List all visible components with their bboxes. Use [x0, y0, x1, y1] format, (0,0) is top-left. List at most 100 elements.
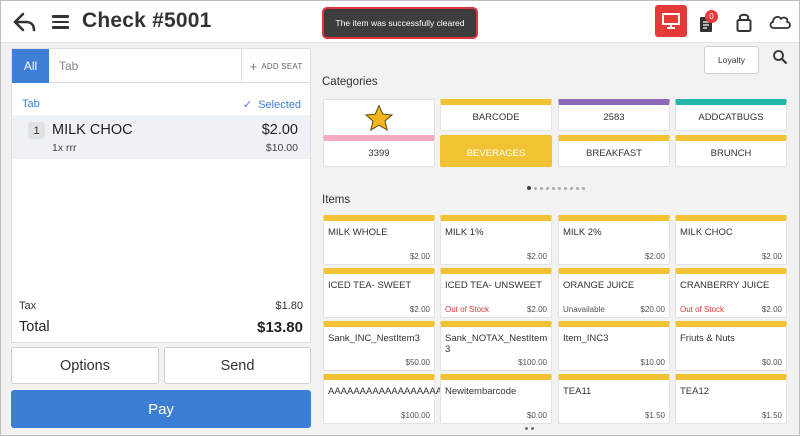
items-page-indicator: [525, 427, 534, 430]
pay-button[interactable]: Pay: [11, 390, 311, 428]
tab-tab[interactable]: Tab: [59, 59, 79, 73]
ticket-card: All Tab + ADD SEAT Tab ✓ Selected 1 MILK…: [11, 48, 311, 343]
item-tile-price: $2.00: [644, 252, 665, 261]
page-dot[interactable]: [546, 186, 549, 190]
add-seat-button[interactable]: + ADD SEAT: [241, 49, 310, 83]
category-tile[interactable]: ADDCATBUGS: [675, 99, 787, 131]
category-tile[interactable]: BREAKFAST: [558, 135, 670, 167]
page-dot[interactable]: [552, 186, 555, 190]
search-icon[interactable]: [772, 49, 788, 65]
item-tile[interactable]: Sank_INC_NestItem3 $50.00: [323, 321, 435, 371]
item-tile[interactable]: MILK 2% $2.00: [558, 215, 670, 265]
item-tile-name: Friuts & Nuts: [680, 333, 735, 344]
item-tile[interactable]: MILK CHOC $2.00: [675, 215, 787, 265]
category-tile[interactable]: BEVERAGES: [440, 135, 552, 167]
item-tile-name: Item_INC3: [563, 333, 609, 344]
total-value: $13.80: [257, 319, 303, 336]
item-tile[interactable]: Sank_NOTAX_NestItem 3 $100.00: [440, 321, 552, 371]
item-tile-status: Out of Stock: [445, 305, 490, 314]
item-tile[interactable]: CRANBERRY JUICE Out of Stock $2.00: [675, 268, 787, 318]
item-modifier-price: $10.00: [265, 142, 298, 154]
item-tile-price: $10.00: [640, 358, 665, 367]
monitor-icon: [662, 13, 680, 29]
item-tile-name: CRANBERRY JUICE: [680, 280, 770, 291]
item-tile-price: $0.00: [761, 358, 782, 367]
page-dot[interactable]: [534, 186, 537, 190]
item-tile-name: ICED TEA- UNSWEET: [445, 280, 542, 291]
ticket-section-label: Tab: [22, 98, 40, 110]
item-tile-price: $100.00: [401, 411, 430, 420]
category-tile[interactable]: 3399: [323, 135, 435, 167]
hamburger-menu-icon[interactable]: [52, 12, 70, 32]
item-tile-price: $2.00: [761, 252, 782, 261]
item-tile-name: TEA11: [563, 386, 592, 397]
ticket-item-row[interactable]: 1 MILK CHOC $2.00 1x rrr $10.00: [12, 115, 310, 159]
category-label: BEVERAGES: [466, 148, 526, 159]
selected-toggle[interactable]: ✓ Selected: [243, 98, 301, 111]
item-tile-name: AAAAAAAAAAAAAAAAAAAA: [328, 386, 455, 397]
back-arrow-icon[interactable]: [13, 11, 37, 33]
page-dot[interactable]: [527, 186, 531, 190]
display-monitor-button[interactable]: [655, 5, 687, 37]
category-tile[interactable]: 2583: [558, 99, 670, 131]
item-tile[interactable]: MILK 1% $2.00: [440, 215, 552, 265]
item-modifier: 1x rrr: [52, 142, 77, 154]
item-tile[interactable]: ORANGE JUICE Unavailable $20.00: [558, 268, 670, 318]
ticket-panel: All Tab + ADD SEAT Tab ✓ Selected 1 MILK…: [1, 43, 321, 435]
header-bar: Check #5001 The item was successfully cl…: [1, 1, 799, 43]
item-tile-price: $2.00: [761, 305, 782, 314]
category-tile[interactable]: BRUNCH: [675, 135, 787, 167]
category-label: 2583: [603, 112, 625, 123]
item-tile[interactable]: TEA11 $1.50: [558, 374, 670, 424]
item-tile-name: ORANGE JUICE: [563, 280, 635, 291]
loyalty-button[interactable]: Loyalty: [704, 46, 759, 74]
item-tile-price: $1.50: [644, 411, 665, 420]
page-dot[interactable]: [525, 427, 528, 430]
item-tile-name: Sank_NOTAX_NestItem 3: [445, 333, 548, 355]
item-tile-price: $0.00: [526, 411, 547, 420]
page-dot[interactable]: [570, 186, 573, 190]
orders-count-badge: 0: [705, 10, 718, 23]
options-button[interactable]: Options: [11, 347, 159, 384]
ticket-totals: Tax $1.80 Total $13.80: [11, 292, 311, 340]
page-dot[interactable]: [564, 186, 567, 190]
star-icon: [364, 103, 394, 131]
item-tile-name: Newitembarcode: [445, 386, 517, 397]
item-tile-status: Out of Stock: [680, 305, 725, 314]
page-dot[interactable]: [582, 186, 585, 190]
item-tile-name: MILK CHOC: [680, 227, 733, 238]
category-tile[interactable]: BARCODE: [440, 99, 552, 131]
page-dot[interactable]: [540, 186, 543, 190]
item-tile-price: $50.00: [405, 358, 430, 367]
item-tile-status: Unavailable: [563, 305, 605, 314]
send-button[interactable]: Send: [164, 347, 311, 384]
lock-icon[interactable]: [736, 11, 752, 33]
plus-icon: +: [249, 58, 258, 74]
category-tile[interactable]: [323, 99, 435, 136]
tax-label: Tax: [19, 300, 37, 312]
page-dot[interactable]: [531, 427, 534, 430]
item-tile[interactable]: Newitembarcode $0.00: [440, 374, 552, 424]
tab-all[interactable]: All: [12, 49, 49, 83]
item-tile[interactable]: TEA12 $1.50: [675, 374, 787, 424]
category-label: ADDCATBUGS: [698, 112, 764, 123]
cloud-icon[interactable]: [768, 12, 792, 30]
item-tile[interactable]: Friuts & Nuts $0.00: [675, 321, 787, 371]
item-tile-price: $1.50: [761, 411, 782, 420]
item-tile-name: MILK WHOLE: [328, 227, 388, 238]
toast-message: The item was successfully cleared: [322, 7, 478, 39]
item-tile[interactable]: MILK WHOLE $2.00: [323, 215, 435, 265]
item-tile[interactable]: ICED TEA- SWEET $2.00: [323, 268, 435, 318]
page-dot[interactable]: [558, 186, 561, 190]
item-tile-price: $100.00: [518, 358, 547, 367]
item-price: $2.00: [261, 122, 298, 138]
item-tile-name: Sank_INC_NestItem3: [328, 333, 420, 344]
page-dot[interactable]: [576, 186, 579, 190]
item-name: MILK CHOC: [52, 122, 133, 138]
item-tile[interactable]: AAAAAAAAAAAAAAAAAAAA $100.00: [323, 374, 455, 424]
category-label: BARCODE: [472, 112, 520, 123]
item-tile[interactable]: ICED TEA- UNSWEET Out of Stock $2.00: [440, 268, 552, 318]
item-tile-name: MILK 2%: [563, 227, 602, 238]
item-tile[interactable]: Item_INC3 $10.00: [558, 321, 670, 371]
